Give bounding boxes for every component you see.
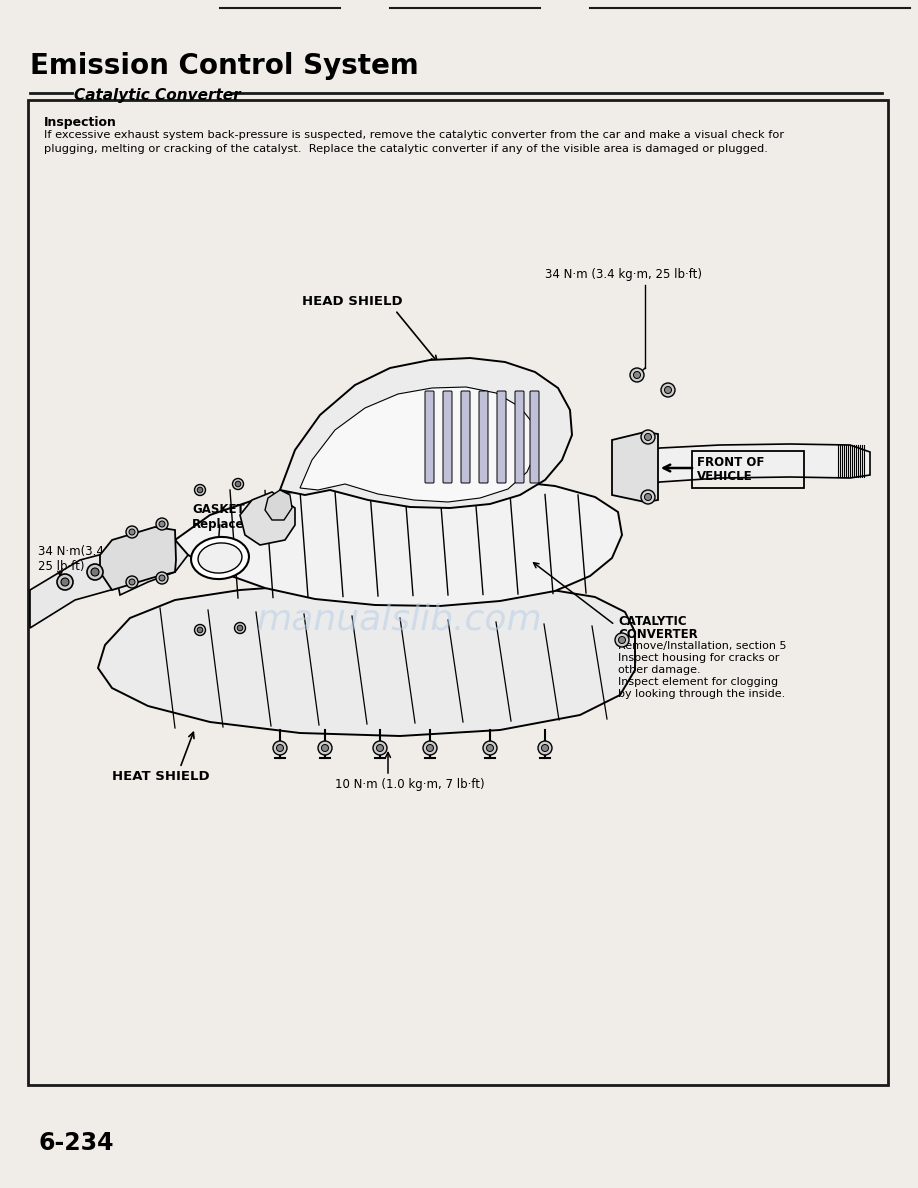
FancyBboxPatch shape: [443, 391, 452, 484]
Circle shape: [665, 386, 671, 393]
Polygon shape: [280, 358, 572, 508]
FancyBboxPatch shape: [530, 391, 539, 484]
Circle shape: [487, 745, 494, 752]
Circle shape: [232, 479, 243, 489]
Circle shape: [159, 575, 165, 581]
Circle shape: [373, 741, 387, 756]
Polygon shape: [98, 583, 635, 737]
Circle shape: [234, 623, 245, 633]
Polygon shape: [175, 479, 622, 606]
Circle shape: [197, 627, 203, 633]
FancyBboxPatch shape: [425, 391, 434, 484]
Circle shape: [156, 571, 168, 584]
Text: CONVERTER: CONVERTER: [618, 628, 698, 642]
Circle shape: [126, 526, 138, 538]
Circle shape: [633, 372, 641, 379]
Circle shape: [273, 741, 287, 756]
Text: 10 N·m (1.0 kg·m, 7 lb·ft): 10 N·m (1.0 kg·m, 7 lb·ft): [335, 778, 485, 791]
Polygon shape: [265, 489, 292, 520]
Circle shape: [641, 430, 655, 444]
Text: Inspect element for clogging: Inspect element for clogging: [618, 677, 778, 687]
Text: Catalytic Converter: Catalytic Converter: [74, 88, 241, 103]
Text: manualslib.com: manualslib.com: [257, 604, 543, 637]
Text: Remove/Installation, section 5: Remove/Installation, section 5: [618, 642, 787, 651]
Text: Inspection: Inspection: [44, 116, 117, 129]
Circle shape: [156, 518, 168, 530]
Text: GASKET
Replace.: GASKET Replace.: [192, 503, 249, 531]
Circle shape: [318, 741, 332, 756]
Circle shape: [619, 637, 625, 644]
Text: Emission Control System: Emission Control System: [30, 52, 419, 80]
Circle shape: [126, 576, 138, 588]
Circle shape: [538, 741, 552, 756]
Text: 34 N·m(3.4 kg·m,: 34 N·m(3.4 kg·m,: [38, 545, 141, 558]
Circle shape: [276, 745, 284, 752]
Text: HEAD SHIELD: HEAD SHIELD: [302, 295, 403, 308]
Text: by looking through the inside.: by looking through the inside.: [618, 689, 785, 699]
Text: 34 N·m (3.4 kg·m, 25 lb·ft): 34 N·m (3.4 kg·m, 25 lb·ft): [545, 268, 702, 282]
Circle shape: [483, 741, 497, 756]
Ellipse shape: [191, 537, 249, 579]
Text: If excessive exhaust system back-pressure is suspected, remove the catalytic con: If excessive exhaust system back-pressur…: [44, 129, 784, 154]
Circle shape: [237, 625, 242, 631]
Circle shape: [87, 564, 103, 580]
Circle shape: [61, 579, 69, 586]
Circle shape: [615, 633, 629, 647]
Circle shape: [641, 489, 655, 504]
Circle shape: [644, 434, 652, 441]
Text: FRONT OF: FRONT OF: [697, 456, 765, 469]
Text: other damage.: other damage.: [618, 665, 700, 675]
FancyBboxPatch shape: [479, 391, 488, 484]
FancyBboxPatch shape: [461, 391, 470, 484]
Text: Inspect housing for cracks or: Inspect housing for cracks or: [618, 653, 779, 663]
Polygon shape: [300, 387, 537, 503]
Circle shape: [630, 368, 644, 383]
Polygon shape: [30, 550, 145, 628]
Circle shape: [427, 745, 433, 752]
Circle shape: [197, 487, 203, 493]
Circle shape: [195, 625, 206, 636]
Circle shape: [129, 579, 135, 584]
Circle shape: [129, 529, 135, 535]
Circle shape: [644, 493, 652, 500]
FancyBboxPatch shape: [497, 391, 506, 484]
Polygon shape: [612, 432, 658, 503]
Circle shape: [542, 745, 548, 752]
Text: 25 lb·ft): 25 lb·ft): [38, 560, 84, 573]
Bar: [28, 100, 888, 1085]
Circle shape: [91, 568, 99, 576]
Ellipse shape: [198, 543, 242, 573]
Polygon shape: [115, 541, 188, 595]
Circle shape: [321, 745, 329, 752]
FancyBboxPatch shape: [515, 391, 524, 484]
Circle shape: [423, 741, 437, 756]
Text: CATALYTIC: CATALYTIC: [618, 615, 687, 628]
Circle shape: [195, 485, 206, 495]
Polygon shape: [100, 527, 176, 590]
Circle shape: [159, 522, 165, 527]
Circle shape: [57, 574, 73, 590]
Circle shape: [376, 745, 384, 752]
Text: VEHICLE: VEHICLE: [697, 470, 753, 484]
Circle shape: [235, 481, 241, 487]
Polygon shape: [618, 444, 870, 492]
Text: HEAT SHIELD: HEAT SHIELD: [112, 770, 209, 783]
Polygon shape: [240, 492, 295, 545]
Text: 6-234: 6-234: [38, 1131, 114, 1155]
Circle shape: [661, 383, 675, 397]
